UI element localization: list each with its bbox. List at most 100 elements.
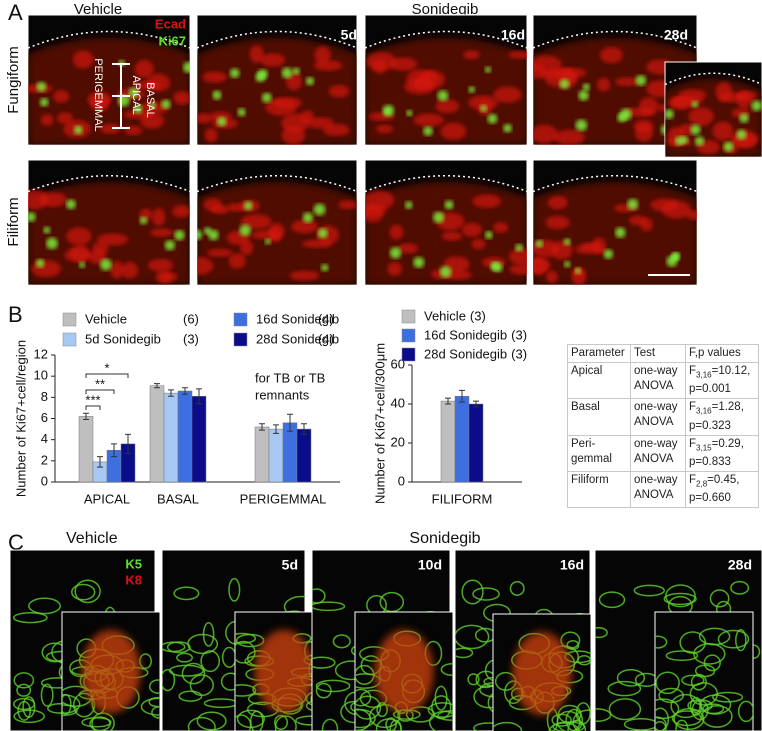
error-bar bbox=[111, 443, 117, 458]
legend-label: 5d Sonidegib bbox=[85, 331, 161, 346]
ki67-cell bbox=[413, 256, 425, 268]
ki67-cell bbox=[292, 67, 300, 75]
legend-swatch bbox=[62, 332, 77, 347]
image-content bbox=[655, 627, 753, 731]
ki67-cell bbox=[582, 83, 590, 91]
ki67-cell bbox=[578, 90, 589, 101]
ki67-cell bbox=[575, 119, 588, 132]
y-tick-label: 40 bbox=[391, 395, 405, 410]
bar bbox=[454, 395, 470, 483]
timepoint-label: 28d bbox=[728, 557, 752, 573]
cell bbox=[441, 231, 463, 241]
test-cell: one-way ANOVA bbox=[630, 361, 686, 400]
cell bbox=[187, 716, 216, 731]
cell bbox=[471, 238, 486, 250]
bar bbox=[254, 426, 270, 483]
cell bbox=[509, 580, 525, 596]
error-bar bbox=[196, 388, 202, 405]
legend-count: (4) bbox=[318, 311, 334, 326]
ki67-cell bbox=[212, 90, 222, 100]
ki67-cell bbox=[739, 113, 749, 123]
cell bbox=[196, 711, 227, 731]
cell bbox=[200, 650, 221, 673]
ki67-cell bbox=[243, 201, 253, 211]
cell bbox=[123, 110, 154, 119]
cell bbox=[139, 653, 153, 670]
cell bbox=[633, 584, 666, 597]
cell bbox=[91, 712, 115, 731]
ki67-cell bbox=[203, 227, 212, 235]
cell bbox=[197, 113, 213, 124]
ki67-cell bbox=[670, 252, 680, 262]
legend-label: Vehicle bbox=[424, 308, 466, 323]
cell bbox=[281, 113, 310, 133]
panel-letter: A bbox=[8, 0, 23, 25]
legend-swatch bbox=[233, 332, 248, 347]
legend-label: 16d Sonidegib bbox=[424, 327, 507, 342]
ki67-cell bbox=[559, 78, 570, 90]
ki67-cell bbox=[515, 243, 524, 252]
ki67-cell bbox=[237, 108, 246, 117]
significance-bracket bbox=[85, 373, 129, 378]
cell bbox=[472, 194, 502, 208]
cell bbox=[736, 90, 758, 101]
cell bbox=[493, 721, 523, 731]
cell bbox=[249, 45, 264, 63]
cell bbox=[189, 674, 214, 697]
cell bbox=[12, 611, 48, 624]
cell bbox=[28, 597, 62, 615]
micrograph bbox=[532, 14, 698, 146]
cell bbox=[148, 679, 160, 694]
error-bar bbox=[473, 400, 479, 408]
micrograph bbox=[532, 159, 698, 286]
cell bbox=[553, 129, 586, 145]
ki67-cell bbox=[736, 129, 747, 140]
f-value: =0.29, bbox=[711, 437, 744, 450]
cell bbox=[533, 239, 559, 258]
ki67-cell bbox=[133, 104, 143, 114]
legend-label: 28d Sonidegib bbox=[424, 346, 507, 361]
cell bbox=[701, 704, 733, 728]
ki67-cell bbox=[36, 81, 47, 92]
cell bbox=[181, 662, 206, 685]
micrograph bbox=[664, 61, 762, 158]
table-row: Apical one-way ANOVA F3,16=10.12, p=0.001 bbox=[567, 361, 759, 400]
cell bbox=[715, 81, 733, 102]
legend-swatch bbox=[233, 312, 248, 327]
significance-bracket bbox=[85, 405, 101, 410]
cell bbox=[110, 260, 124, 279]
image-content bbox=[28, 30, 190, 145]
cell bbox=[445, 269, 472, 280]
cell bbox=[209, 111, 232, 122]
error-bar bbox=[445, 397, 451, 405]
degrees-freedom: 2,8 bbox=[696, 479, 708, 489]
cell bbox=[717, 629, 750, 649]
y-tick-label: 2 bbox=[41, 452, 48, 467]
ki67-cell bbox=[66, 199, 76, 210]
cell bbox=[663, 592, 697, 606]
legend-count: (3) bbox=[511, 327, 527, 342]
cell bbox=[365, 190, 395, 210]
cell bbox=[81, 717, 112, 728]
p-value: p=0.001 bbox=[689, 383, 731, 396]
cell bbox=[398, 243, 419, 254]
ki67-cell bbox=[665, 109, 674, 119]
cell bbox=[691, 699, 709, 721]
ki67-cell bbox=[479, 104, 488, 113]
cell bbox=[235, 640, 256, 664]
ki67-cell bbox=[574, 267, 582, 275]
cell bbox=[389, 224, 404, 240]
p-value: p=0.660 bbox=[689, 492, 731, 505]
ki67-cell bbox=[635, 75, 647, 86]
region-label: PERIGEMMAL bbox=[92, 58, 104, 131]
cell bbox=[322, 123, 350, 137]
legend-swatch bbox=[401, 347, 416, 362]
bar bbox=[296, 428, 312, 483]
error-bar bbox=[168, 389, 174, 397]
y-tick-label: 4 bbox=[41, 431, 48, 446]
cell bbox=[655, 635, 668, 649]
cell bbox=[172, 205, 190, 218]
cell bbox=[671, 96, 695, 110]
cell bbox=[71, 583, 96, 601]
timepoint-label: 16d bbox=[560, 557, 584, 573]
